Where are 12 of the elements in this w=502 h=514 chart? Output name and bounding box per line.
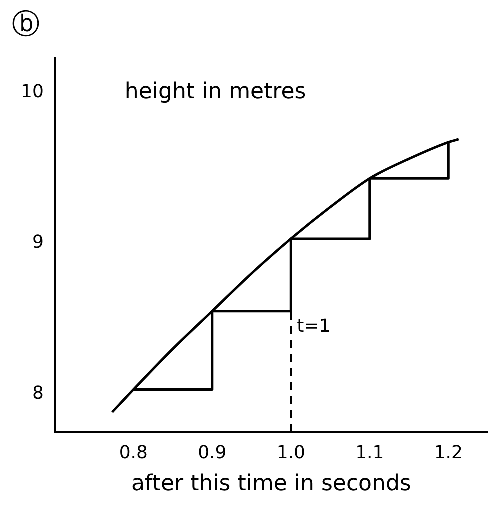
y-tick-label: 10	[21, 81, 44, 102]
x-tick-label: 1.2	[434, 442, 463, 464]
x-tick-label: 1.0	[276, 442, 306, 464]
x-tick-label: 1.1	[356, 442, 384, 464]
ref-line-label: t=1	[297, 316, 331, 337]
y-tick-label: 8	[32, 382, 44, 404]
x-tick-label: 0.9	[198, 442, 227, 464]
x-axis-title: after this time in seconds	[132, 472, 412, 497]
x-tick-label: 0.8	[119, 442, 148, 464]
y-axis-title: height in metres	[124, 80, 306, 105]
text: ⓑ	[12, 7, 40, 40]
y-tick-label: 9	[32, 232, 44, 254]
